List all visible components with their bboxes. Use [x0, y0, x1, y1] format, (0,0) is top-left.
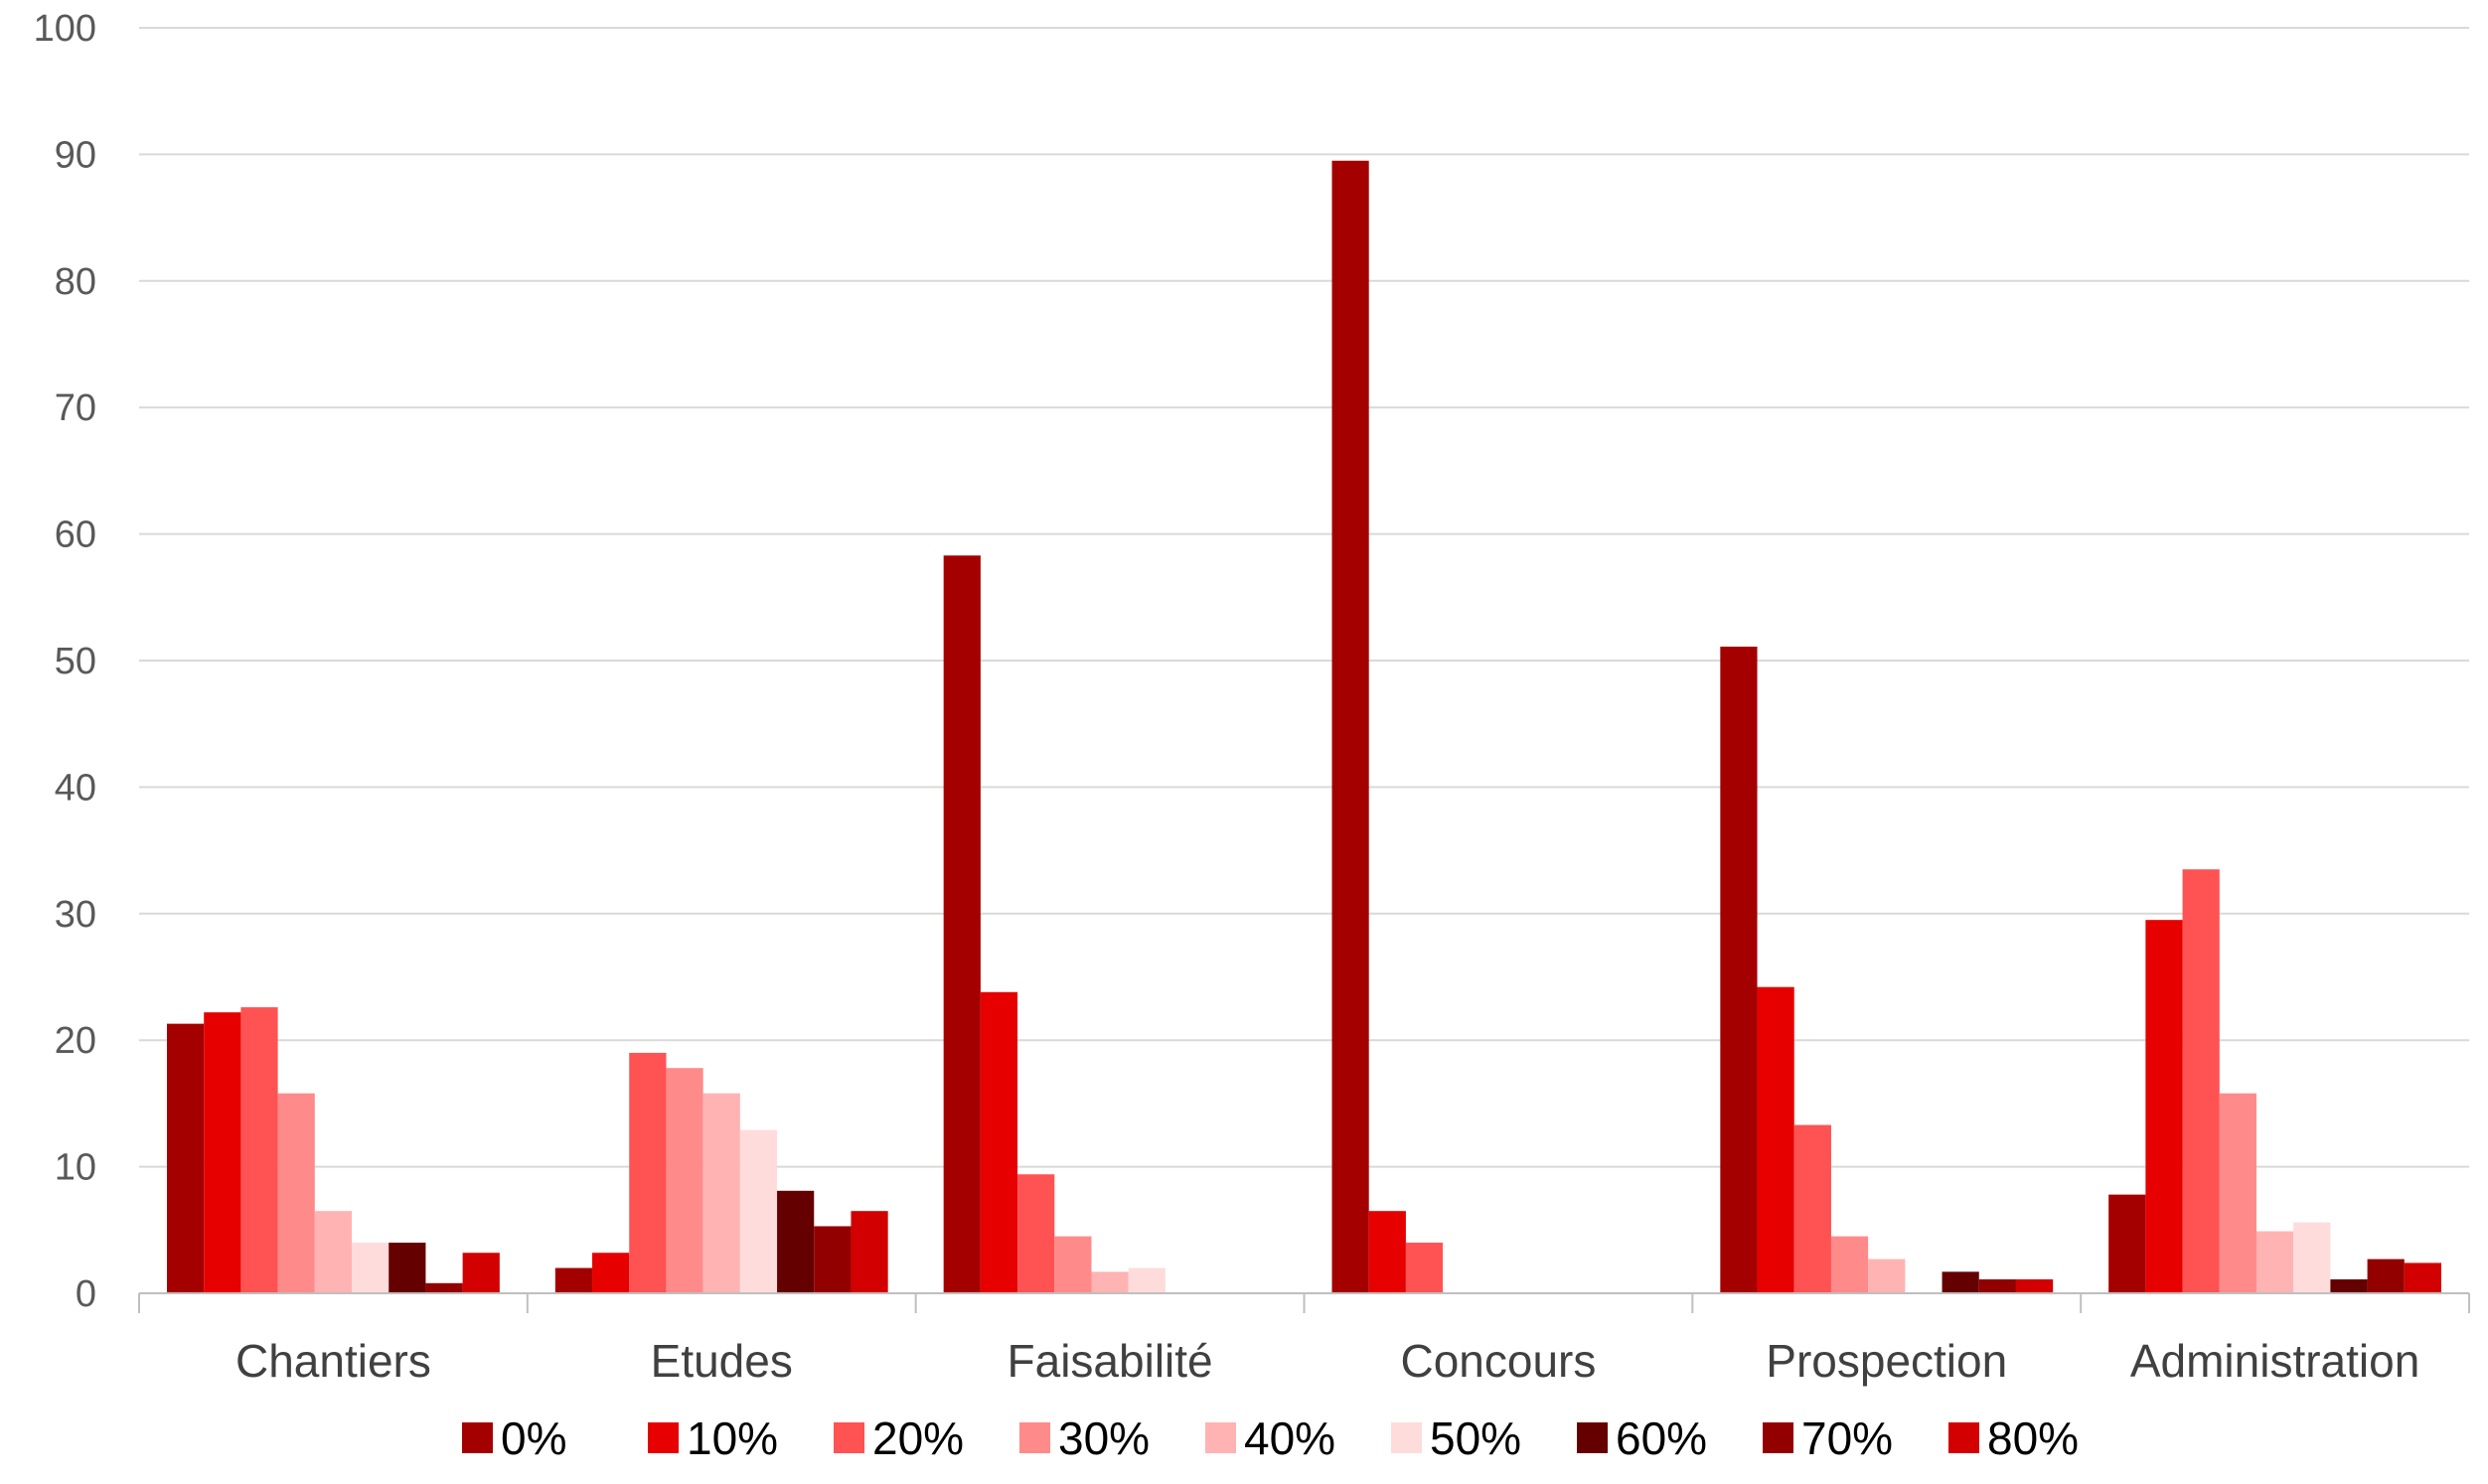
legend-label: 40% — [1244, 1412, 1335, 1464]
bar — [814, 1226, 852, 1293]
y-tick-label: 100 — [34, 8, 96, 50]
legend-label: 60% — [1616, 1412, 1707, 1464]
category-label: Administration — [2130, 1335, 2419, 1387]
y-tick-label: 40 — [55, 767, 96, 809]
legend-swatch — [1948, 1422, 1979, 1453]
bar — [554, 1267, 593, 1293]
bar — [2108, 1194, 2146, 1293]
legend-label: 80% — [1987, 1412, 2079, 1464]
category-label: Faisabilité — [1008, 1335, 1213, 1387]
y-tick-label: 30 — [55, 894, 96, 936]
bar — [2404, 1262, 2441, 1293]
bar — [2219, 1093, 2256, 1293]
legend-label: 70% — [1801, 1412, 1893, 1464]
legend-label: 30% — [1058, 1412, 1150, 1464]
bar — [1942, 1271, 1979, 1293]
y-tick-label: 90 — [55, 134, 96, 176]
legend-label: 50% — [1430, 1412, 1521, 1464]
bar — [2145, 920, 2183, 1293]
legend: 0% 10% 20% 30% 40% 50% 60% 70% 80% — [462, 1412, 2079, 1464]
bar — [204, 1012, 241, 1293]
bar — [352, 1243, 389, 1293]
bar — [2182, 869, 2220, 1293]
bar — [389, 1243, 426, 1293]
legend-swatch — [834, 1422, 864, 1453]
y-axis-ticks: 0 10 20 30 40 50 60 70 80 90 100 — [34, 8, 96, 1315]
legend-swatch — [1205, 1422, 1236, 1453]
y-tick-label: 20 — [55, 1020, 96, 1062]
category-label: Prospection — [1766, 1335, 2007, 1387]
legend-label: 10% — [687, 1412, 778, 1464]
bar — [739, 1129, 778, 1293]
legend-label: 20% — [872, 1412, 964, 1464]
bar — [943, 555, 981, 1293]
bar — [1757, 986, 1794, 1293]
bar — [1017, 1174, 1055, 1293]
x-axis: Chantiers Etudes Faisabilité Concours Prospe… — [138, 1292, 2470, 1387]
legend-swatch — [1019, 1422, 1050, 1453]
bar — [2015, 1278, 2054, 1293]
bar — [1868, 1259, 1906, 1293]
bar — [2293, 1222, 2331, 1293]
bar — [592, 1253, 630, 1293]
bar — [1978, 1278, 2016, 1293]
y-tick-label: 0 — [76, 1273, 96, 1315]
legend-label: 0% — [501, 1412, 566, 1464]
bar — [1405, 1243, 1444, 1293]
bar — [702, 1093, 740, 1293]
y-tick-label: 60 — [55, 515, 96, 556]
bar — [167, 1023, 205, 1293]
legend-swatch — [1763, 1422, 1793, 1453]
category-label: Concours — [1400, 1335, 1596, 1387]
legend-swatch — [462, 1422, 493, 1453]
category-label: Chantiers — [235, 1335, 431, 1387]
legend-swatch — [1391, 1422, 1422, 1453]
bar — [1054, 1236, 1092, 1293]
bar — [1830, 1236, 1869, 1293]
bar — [1368, 1211, 1406, 1293]
legend-swatch — [1577, 1422, 1608, 1453]
bar — [1331, 160, 1369, 1293]
bar — [777, 1190, 815, 1293]
bar — [980, 991, 1018, 1293]
category-label: Etudes — [651, 1335, 793, 1387]
y-tick-label: 80 — [55, 261, 96, 303]
bar — [1091, 1271, 1129, 1293]
bar — [2255, 1231, 2294, 1293]
bars — [167, 160, 2441, 1293]
y-tick-label: 70 — [55, 387, 96, 429]
bar — [2330, 1278, 2368, 1293]
bar — [277, 1093, 315, 1293]
legend-swatch — [648, 1422, 679, 1453]
bar — [1720, 646, 1758, 1293]
bar — [240, 1007, 278, 1293]
bar — [2367, 1259, 2405, 1293]
bar — [666, 1068, 703, 1293]
bar — [851, 1211, 888, 1293]
bar — [425, 1282, 463, 1293]
y-tick-label: 50 — [55, 641, 96, 682]
bar — [462, 1253, 500, 1293]
bar — [1793, 1124, 1831, 1293]
bar — [314, 1211, 353, 1293]
gridlines — [139, 27, 2469, 1168]
bar — [1128, 1267, 1166, 1293]
y-tick-label: 10 — [55, 1147, 96, 1189]
bar — [629, 1052, 667, 1293]
